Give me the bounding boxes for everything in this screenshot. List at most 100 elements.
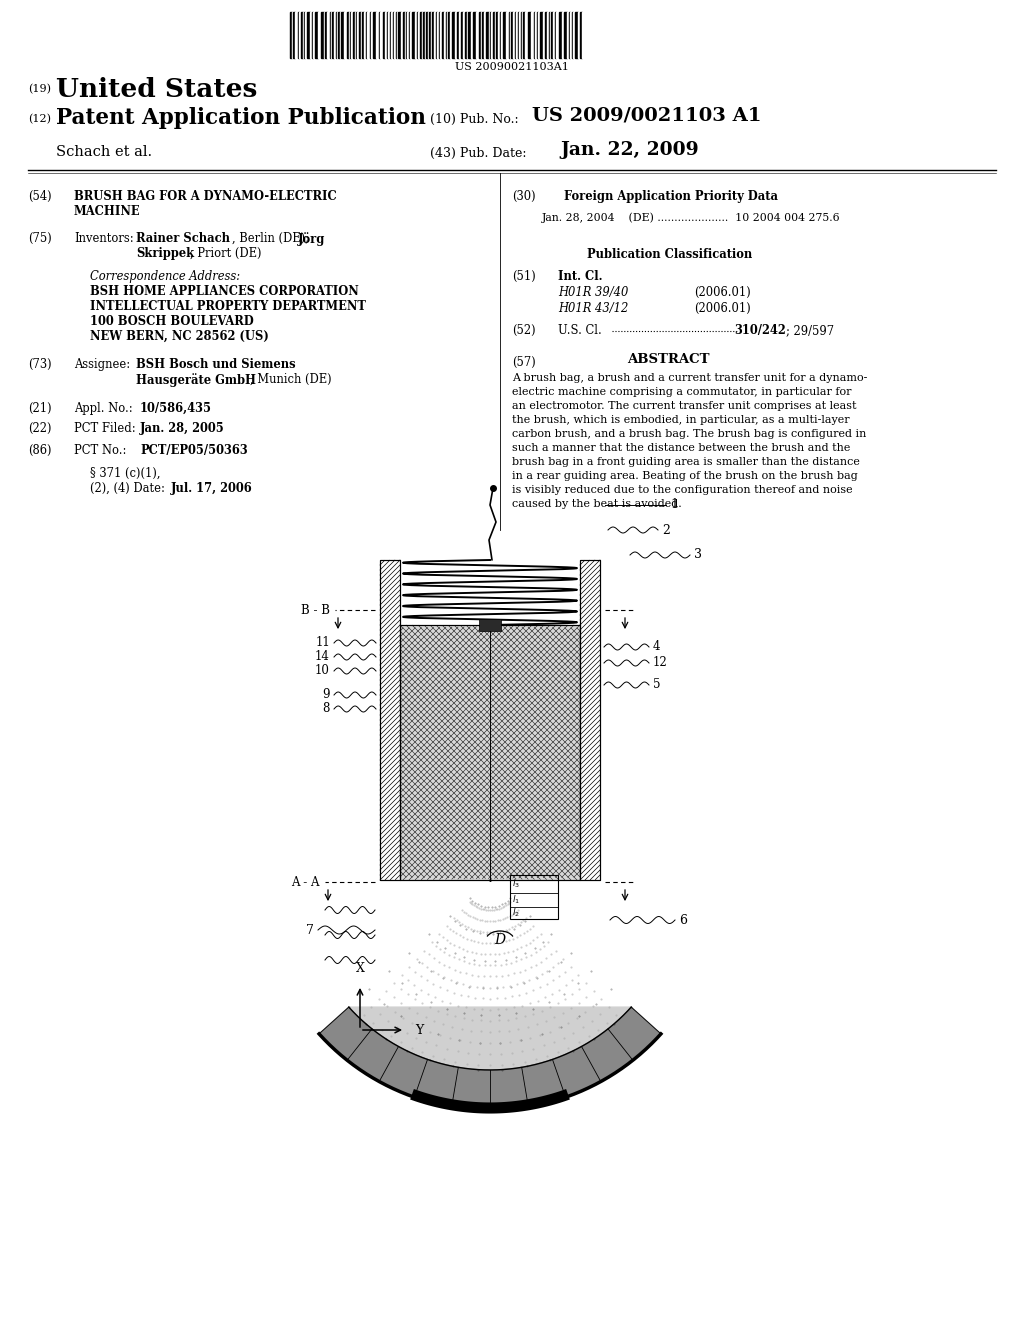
Text: H01R 43/12: H01R 43/12 (558, 302, 629, 315)
Text: Y: Y (415, 1023, 423, 1036)
Text: (22): (22) (28, 422, 51, 436)
Bar (360, 12, 362, 58)
Text: PCT Filed:: PCT Filed: (74, 422, 135, 436)
Bar (530, 12, 534, 58)
Bar (499, 12, 500, 58)
Bar (341, 12, 344, 58)
Bar (522, 12, 523, 58)
Bar (506, 12, 509, 58)
Bar (541, 12, 544, 58)
Text: A - A: A - A (292, 875, 319, 888)
Bar (553, 12, 555, 58)
Bar (432, 12, 433, 58)
Bar (570, 12, 571, 58)
Bar (305, 12, 307, 58)
Bar (336, 12, 337, 58)
Bar (524, 12, 527, 58)
Bar (420, 12, 422, 58)
Text: electric machine comprising a commutator, in particular for: electric machine comprising a commutator… (512, 387, 852, 397)
Text: 10/586,435: 10/586,435 (140, 403, 212, 414)
Bar (537, 12, 539, 58)
Text: 2: 2 (662, 524, 670, 536)
Text: PCT/EP05/50363: PCT/EP05/50363 (140, 444, 248, 457)
Bar (582, 12, 583, 58)
Bar (551, 12, 553, 58)
Bar (493, 12, 495, 58)
Bar (292, 12, 293, 58)
Bar (580, 560, 600, 880)
Bar (330, 12, 331, 58)
Text: in a rear guiding area. Beating of the brush on the brush bag: in a rear guiding area. Beating of the b… (512, 471, 858, 480)
Bar (373, 12, 376, 58)
Bar (295, 12, 298, 58)
Bar (485, 12, 488, 58)
Text: , Munich (DE): , Munich (DE) (250, 374, 332, 385)
Text: carbon brush, and a brush bag. The brush bag is configured in: carbon brush, and a brush bag. The brush… (512, 429, 866, 440)
Text: BSH Bosch und Siemens: BSH Bosch und Siemens (136, 358, 296, 371)
Text: an electromotor. The current transfer unit comprises at least: an electromotor. The current transfer un… (512, 401, 856, 411)
Bar (412, 12, 415, 58)
Bar (425, 12, 426, 58)
Text: caused by the beat is avoided.: caused by the beat is avoided. (512, 499, 682, 510)
Text: Inventors:: Inventors: (74, 232, 133, 246)
Bar (370, 12, 371, 58)
Text: (2006.01): (2006.01) (694, 302, 751, 315)
Bar (415, 12, 417, 58)
Bar (519, 12, 520, 58)
Text: Jörg: Jörg (298, 232, 326, 246)
Text: Assignee:: Assignee: (74, 358, 130, 371)
Bar (442, 12, 444, 58)
Text: ; 29/597: ; 29/597 (786, 323, 835, 337)
Bar (338, 12, 340, 58)
Bar (315, 12, 318, 58)
Text: United States: United States (56, 77, 257, 102)
Bar (379, 12, 380, 58)
Bar (484, 12, 485, 58)
Text: , Berlin (DE);: , Berlin (DE); (232, 232, 312, 246)
Bar (467, 12, 468, 58)
Bar (426, 12, 428, 58)
Text: Hausgeräte GmbH: Hausgeräte GmbH (136, 374, 256, 387)
Bar (476, 12, 479, 58)
Bar (440, 12, 442, 58)
Bar (406, 12, 407, 58)
Bar (534, 12, 536, 58)
Text: MACHINE: MACHINE (74, 205, 140, 218)
Bar (347, 12, 349, 58)
Text: H01R 39/40: H01R 39/40 (558, 286, 629, 300)
Bar (547, 12, 549, 58)
Bar (444, 12, 445, 58)
Bar (366, 12, 367, 58)
Bar (396, 12, 397, 58)
Polygon shape (319, 1007, 660, 1110)
Bar (431, 12, 432, 58)
Text: Jan. 28, 2005: Jan. 28, 2005 (140, 422, 224, 436)
Text: 3: 3 (694, 549, 702, 561)
Text: 10: 10 (315, 664, 330, 677)
Text: U.S. Cl.: U.S. Cl. (558, 323, 602, 337)
Bar (465, 12, 467, 58)
Bar (333, 12, 334, 58)
Text: Skrippek: Skrippek (136, 247, 195, 260)
Bar (397, 12, 398, 58)
Bar (461, 12, 463, 58)
Bar (497, 12, 499, 58)
Text: Jan. 22, 2009: Jan. 22, 2009 (560, 141, 698, 158)
Bar (367, 12, 370, 58)
Bar (354, 12, 356, 58)
Text: US 20090021103A1: US 20090021103A1 (455, 62, 569, 73)
Bar (387, 12, 388, 58)
Bar (362, 12, 364, 58)
Text: 100 BOSCH BOULEVARD: 100 BOSCH BOULEVARD (90, 315, 254, 327)
Bar (409, 12, 411, 58)
Bar (391, 12, 393, 58)
Bar (318, 12, 322, 58)
Text: B - B: B - B (301, 603, 330, 616)
Text: Int. Cl.: Int. Cl. (558, 271, 602, 282)
Text: Publication Classification: Publication Classification (587, 248, 753, 261)
Bar (403, 12, 406, 58)
Bar (513, 12, 515, 58)
Bar (549, 12, 550, 58)
Bar (394, 12, 396, 58)
Bar (357, 12, 358, 58)
